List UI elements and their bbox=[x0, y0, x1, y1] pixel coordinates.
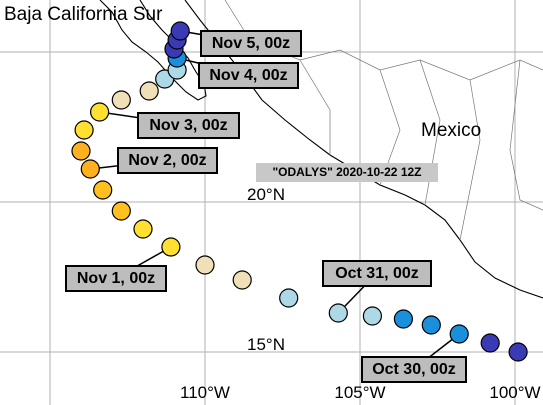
track-point bbox=[328, 303, 348, 323]
track-point bbox=[393, 309, 413, 329]
track-point bbox=[111, 90, 131, 110]
lon-label: 105°W bbox=[334, 383, 385, 402]
track-point bbox=[480, 333, 500, 353]
region-label: Mexico bbox=[421, 120, 481, 141]
track-point bbox=[93, 180, 113, 200]
track-point bbox=[232, 270, 252, 290]
track-point bbox=[421, 315, 441, 335]
track-point bbox=[80, 159, 100, 179]
time-label-box bbox=[117, 147, 218, 174]
track-point bbox=[111, 201, 131, 221]
time-label: Nov 3, 00z bbox=[149, 117, 227, 134]
time-label-box bbox=[200, 30, 302, 57]
time-label: Oct 31, 00z bbox=[335, 265, 419, 282]
time-label: Nov 1, 00z bbox=[77, 270, 155, 287]
track-point bbox=[89, 102, 110, 122]
track-point bbox=[362, 306, 382, 326]
time-labels: Nov 5, 00z Nov 4, 00z Nov 3, 00z Nov 2, 00z… bbox=[65, 30, 467, 383]
lon-label: 100°W bbox=[489, 383, 540, 402]
time-label: Nov 4, 00z bbox=[209, 67, 287, 84]
track-point bbox=[71, 141, 91, 161]
time-label: Nov 2, 00z bbox=[128, 152, 206, 169]
track-point bbox=[279, 288, 299, 308]
track-point bbox=[139, 81, 159, 101]
region-label: Baja California Sur bbox=[4, 4, 163, 25]
time-label: Oct 30, 00z bbox=[372, 361, 456, 378]
time-label-box bbox=[322, 260, 432, 287]
time-label-box bbox=[65, 265, 167, 292]
lon-label: 110°W bbox=[180, 383, 230, 402]
track-point bbox=[508, 342, 528, 362]
track-point bbox=[74, 120, 94, 140]
time-label-box bbox=[137, 112, 240, 139]
track-point bbox=[161, 237, 181, 257]
track-point bbox=[195, 255, 215, 275]
lat-label: 15°N bbox=[247, 335, 285, 354]
track-point bbox=[133, 219, 153, 239]
track-point bbox=[449, 324, 469, 344]
track-point bbox=[170, 21, 190, 41]
lat-label: 20°N bbox=[247, 185, 285, 204]
time-label-box bbox=[198, 62, 299, 89]
title: "ODALYS" 2020-10-22 12Z bbox=[272, 165, 421, 179]
track bbox=[71, 21, 528, 362]
title-box bbox=[256, 163, 438, 182]
time-label: Nov 5, 00z bbox=[212, 35, 290, 52]
state-border bbox=[224, 0, 543, 241]
time-label-box bbox=[361, 356, 467, 383]
